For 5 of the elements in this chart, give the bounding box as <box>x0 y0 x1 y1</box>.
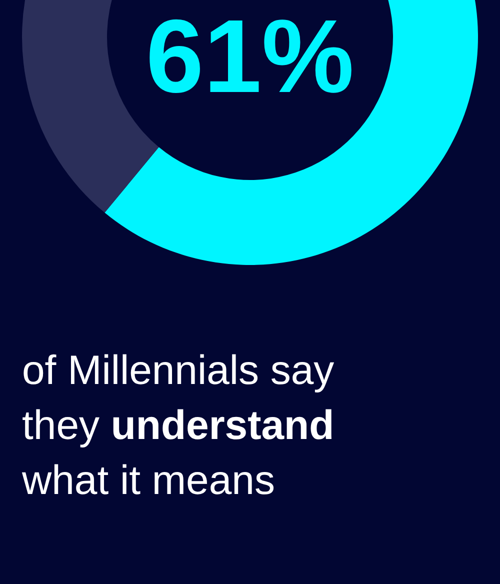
text: they <box>22 402 100 448</box>
data-label: 61% <box>146 0 354 115</box>
text: understand <box>110 402 334 448</box>
text: of Millennials say <box>22 347 334 393</box>
text: what it means <box>22 457 275 503</box>
